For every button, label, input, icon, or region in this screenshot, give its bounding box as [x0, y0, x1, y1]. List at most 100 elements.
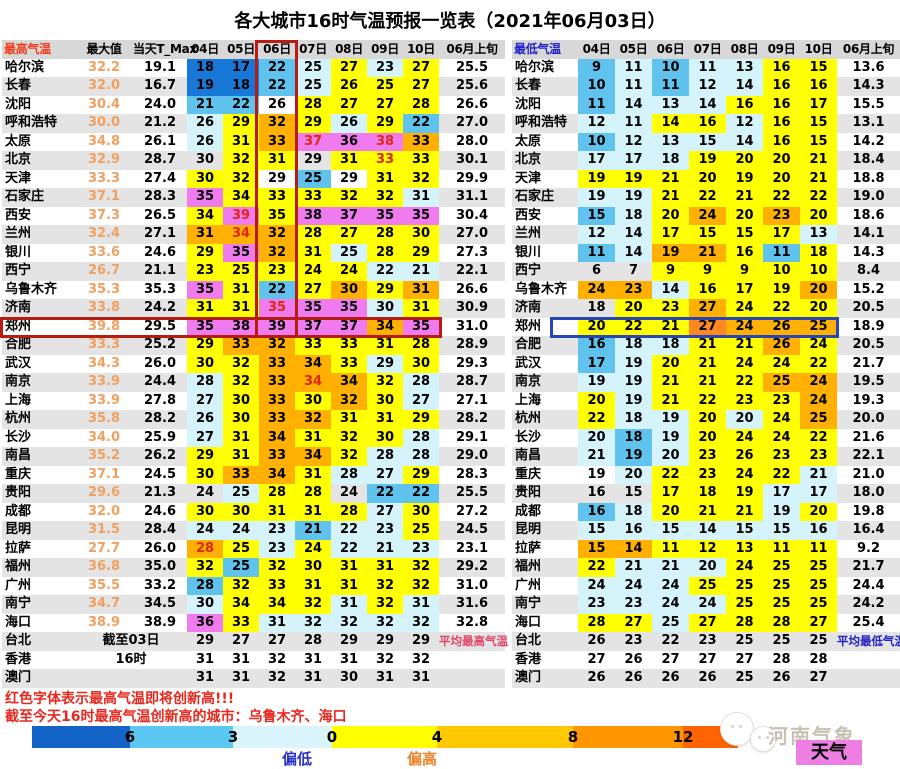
temp-cell: 35 [187, 188, 223, 207]
table-row: 哈尔滨 32.2 19.1 18 17 22 25 27 23 27 25.5 [2, 58, 505, 77]
city-name: 成都 [515, 503, 542, 519]
temp-cell: 25 [331, 243, 367, 262]
decade-average: 25.5 [455, 485, 489, 500]
temp-cell: 18 [615, 410, 652, 429]
temp-cell: 31 [295, 502, 331, 521]
table-row: 长春 10 11 11 12 14 16 16 14.3 [512, 77, 900, 96]
temp-cell: 11 [615, 58, 652, 77]
temp-cell: 34 [259, 465, 295, 484]
temp-cell: 11 [652, 77, 689, 96]
city-name: 天津 [5, 170, 32, 186]
city-name: 郑州 [5, 318, 32, 334]
decade-average: 30.4 [455, 207, 489, 223]
temp-cell: 29 [223, 114, 259, 133]
temp-cell: 20 [689, 169, 726, 188]
temp-cell: 36 [187, 613, 223, 632]
temp-cell: 37 [295, 132, 331, 151]
temp-cell: 25 [763, 576, 800, 595]
temp-cell: 11 [615, 114, 652, 133]
temp-cell: 18 [187, 58, 223, 77]
decade-average: 20.5 [852, 337, 885, 352]
temp-cell: 35 [403, 206, 439, 225]
temp-cell: 21 [652, 188, 689, 207]
decade-average: 19.3 [852, 392, 885, 408]
page-title: 各大城市16时气温预报一览表（2021年06月03日） [234, 11, 666, 32]
temp-cell: 33 [403, 151, 439, 170]
today-tmax-value: 29.5 [143, 318, 177, 334]
temp-cell: 9 [689, 262, 726, 281]
temp-cell: 21 [689, 336, 726, 355]
temp-cell: 15 [800, 132, 837, 151]
decade-average: 31.6 [455, 596, 489, 611]
temp-cell: 24 [726, 354, 763, 373]
temp-cell: 11 [800, 539, 837, 558]
city-name: 西宁 [515, 263, 542, 278]
note-record-cities: 截至今天16时最高气温创新高的城市：乌鲁木齐、海口 [5, 709, 347, 725]
temp-cell: 26 [661, 670, 680, 685]
table-row: 福州 22 21 21 20 24 25 25 21.7 [512, 558, 900, 577]
temp-cell: 26 [624, 651, 643, 667]
temp-cell: 29 [367, 354, 403, 373]
decade-average: 26.6 [455, 96, 489, 112]
temp-cell: 11 [652, 539, 689, 558]
temp-cell: 26 [187, 132, 223, 151]
decade-average: 24.2 [852, 596, 885, 611]
temp-cell: 29 [267, 170, 287, 186]
temp-cell: 24 [295, 262, 331, 281]
table-row: 南京 19 19 21 21 22 25 24 19.5 [512, 373, 900, 392]
city-name: 武汉 [515, 355, 542, 371]
city-name: 乌鲁木齐 [515, 281, 568, 297]
temp-cell: 12 [689, 77, 726, 96]
colorbar-tick: 12 [672, 728, 694, 746]
temp-cell: 32 [259, 336, 295, 355]
decade-average: 18.0 [852, 485, 885, 500]
city-name: 哈尔滨 [5, 59, 45, 75]
temp-cell: 25 [800, 576, 837, 595]
column-header: 05日 [227, 42, 255, 56]
temp-cell: 24 [652, 576, 689, 595]
temp-cell: 19 [763, 280, 800, 299]
temp-cell: 32 [223, 576, 259, 595]
temp-cell: 28 [403, 336, 439, 355]
temp-cell: 22 [223, 95, 259, 114]
decade-average: 16.4 [852, 522, 885, 537]
decade-average: 30.9 [455, 300, 489, 315]
decade-average: 25.4 [852, 614, 885, 630]
temp-cell: 30 [223, 410, 259, 429]
temp-cell: 25 [223, 558, 259, 577]
temp-cell: 27 [187, 428, 223, 447]
temp-cell: 32 [331, 447, 367, 466]
temp-cell: 24 [763, 428, 800, 447]
decade-average: 25.6 [455, 78, 489, 93]
temp-cell: 27 [231, 633, 251, 648]
table-row: 昆明 31.5 28.4 24 24 23 21 22 23 25 24.5 [2, 521, 505, 540]
temp-cell: 23 [763, 447, 800, 466]
table-row: 长春 32.0 16.7 19 18 22 25 26 25 27 25.6 [2, 77, 505, 96]
record-max-value: 30.0 [87, 115, 121, 130]
temp-cell: 31 [223, 132, 259, 151]
table-row: 南宁 23 23 24 24 25 25 25 24.2 [512, 595, 900, 614]
decade-average: 22.1 [852, 448, 885, 463]
city-name: 沈阳 [5, 96, 32, 112]
cutoff-time-note [75, 669, 187, 688]
temp-cell: 19 [578, 188, 615, 207]
city-name: 兰州 [515, 226, 542, 241]
temp-cell: 10 [763, 262, 800, 281]
temp-cell: 32 [259, 558, 295, 577]
city-name: 台北 [5, 633, 32, 648]
city-name: 昆明 [5, 522, 32, 537]
temp-cell: 31 [331, 576, 367, 595]
column-header: 10日 [804, 42, 833, 56]
column-header: 08日 [730, 42, 759, 56]
temp-cell: 16 [763, 114, 800, 133]
temp-cell: 12 [578, 225, 615, 244]
temp-cell: 22 [331, 521, 367, 540]
decade-average: 31.1 [455, 189, 489, 204]
column-header: 10日 [407, 42, 435, 56]
temp-cell: 31 [223, 447, 259, 466]
temp-cell: 22 [800, 428, 837, 447]
temp-cell: 25 [726, 576, 763, 595]
city-name: 杭州 [5, 411, 32, 426]
table-row: 重庆 19 20 22 23 24 22 21 21.0 [512, 465, 900, 484]
